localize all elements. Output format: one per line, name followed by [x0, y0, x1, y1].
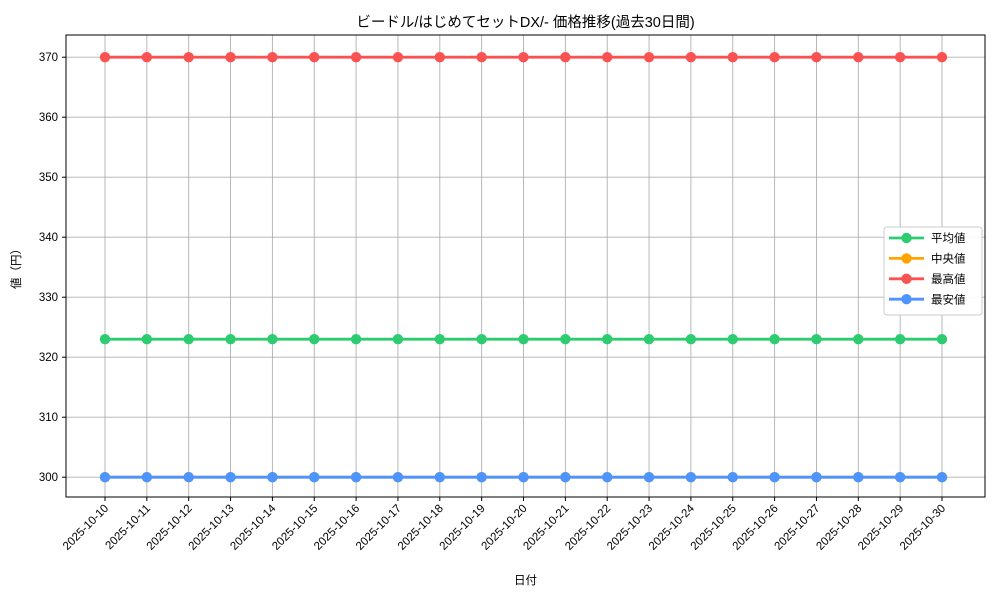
data-point-min [811, 472, 822, 483]
y-tick-label: 370 [39, 52, 58, 64]
legend-item-min: 最安値 [889, 292, 966, 306]
plot-area [66, 35, 985, 497]
legend-label-average: 平均値 [931, 232, 966, 245]
data-point-max [769, 52, 780, 63]
data-point-average [685, 334, 697, 345]
data-point-max [392, 52, 404, 63]
data-point-max [894, 52, 906, 63]
data-point-max [350, 52, 362, 63]
data-point-min [894, 472, 906, 483]
data-point-min [643, 472, 655, 483]
data-point-average [225, 334, 236, 345]
data-point-max [853, 52, 864, 63]
legend-label-median: 中央値 [931, 253, 966, 266]
data-point-average [727, 334, 738, 345]
data-point-max [643, 52, 655, 63]
series-max [99, 52, 948, 63]
y-axis-label: 値（円） [11, 243, 23, 289]
y-tick-label: 340 [39, 232, 58, 244]
data-point-min [434, 472, 445, 483]
data-point-max [811, 52, 822, 63]
legend-item-max: 最高値 [889, 272, 966, 286]
y-tick-label: 300 [39, 472, 58, 484]
legend-label-max: 最高値 [931, 272, 966, 286]
legend-marker-median [901, 253, 912, 264]
y-axis: 300 310 320 330 340 350 360 370 [39, 52, 66, 484]
data-point-max [183, 52, 194, 63]
data-point-min [183, 472, 194, 483]
data-point-average [853, 334, 864, 345]
data-point-average [99, 334, 111, 345]
data-point-average [560, 334, 571, 345]
y-tick-label: 360 [39, 112, 58, 124]
data-point-min [518, 472, 529, 483]
legend-marker-average [901, 232, 912, 244]
legend-box [883, 226, 983, 316]
legend-item-average: 平均値 [889, 232, 966, 245]
data-point-min [309, 472, 320, 483]
data-point-average [936, 334, 948, 345]
series-average [99, 334, 948, 345]
data-point-max [518, 52, 529, 63]
data-point-min [392, 472, 404, 483]
data-point-average [518, 334, 529, 345]
data-point-average [602, 334, 613, 345]
data-point-min [727, 472, 738, 483]
data-point-min [769, 472, 780, 483]
y-tick-label: 350 [39, 172, 58, 184]
data-point-max [727, 52, 738, 63]
data-point-min [267, 472, 278, 483]
data-point-max [309, 52, 320, 63]
y-tick-label: 330 [39, 292, 58, 304]
data-point-average [141, 334, 153, 345]
data-point-average [894, 334, 906, 345]
data-point-max [99, 52, 111, 63]
axes-spines [65, 34, 986, 498]
legend-marker-max [901, 273, 912, 284]
data-point-average [434, 334, 445, 345]
chart-title: ビードル/はじめてセットDX/- 価格推移(過去30日間) [356, 15, 695, 31]
y-tick-label: 320 [39, 352, 58, 364]
data-point-min [141, 472, 153, 483]
data-point-average [309, 334, 320, 345]
data-point-min [225, 472, 236, 483]
data-point-min [685, 472, 697, 483]
legend-marker-min [901, 294, 912, 305]
data-point-max [267, 52, 278, 63]
data-point-min [99, 472, 111, 483]
data-point-max [560, 52, 571, 63]
data-point-min [476, 472, 487, 483]
data-point-max [141, 52, 153, 63]
data-point-max [602, 52, 613, 63]
data-point-min [602, 472, 613, 483]
legend-item-median: 中央値 [889, 253, 966, 266]
y-tick-label: 310 [39, 412, 58, 424]
x-axis-label: 日付 [514, 575, 537, 587]
data-point-min [936, 472, 948, 483]
data-point-max [476, 52, 487, 63]
data-point-average [476, 334, 487, 345]
data-point-min [853, 472, 864, 483]
data-point-average [392, 334, 404, 345]
data-point-min [350, 472, 362, 483]
series-min [99, 472, 948, 483]
data-point-max [434, 52, 445, 63]
data-point-max [685, 52, 697, 63]
legend-label-min: 最安値 [931, 292, 966, 306]
data-point-average [267, 334, 278, 345]
data-point-max [225, 52, 236, 63]
data-point-average [643, 334, 655, 345]
data-point-average [769, 334, 780, 345]
data-point-min [560, 472, 571, 483]
data-point-max [936, 52, 948, 63]
data-point-average [811, 334, 822, 345]
data-point-average [350, 334, 362, 345]
data-point-average [183, 334, 194, 345]
